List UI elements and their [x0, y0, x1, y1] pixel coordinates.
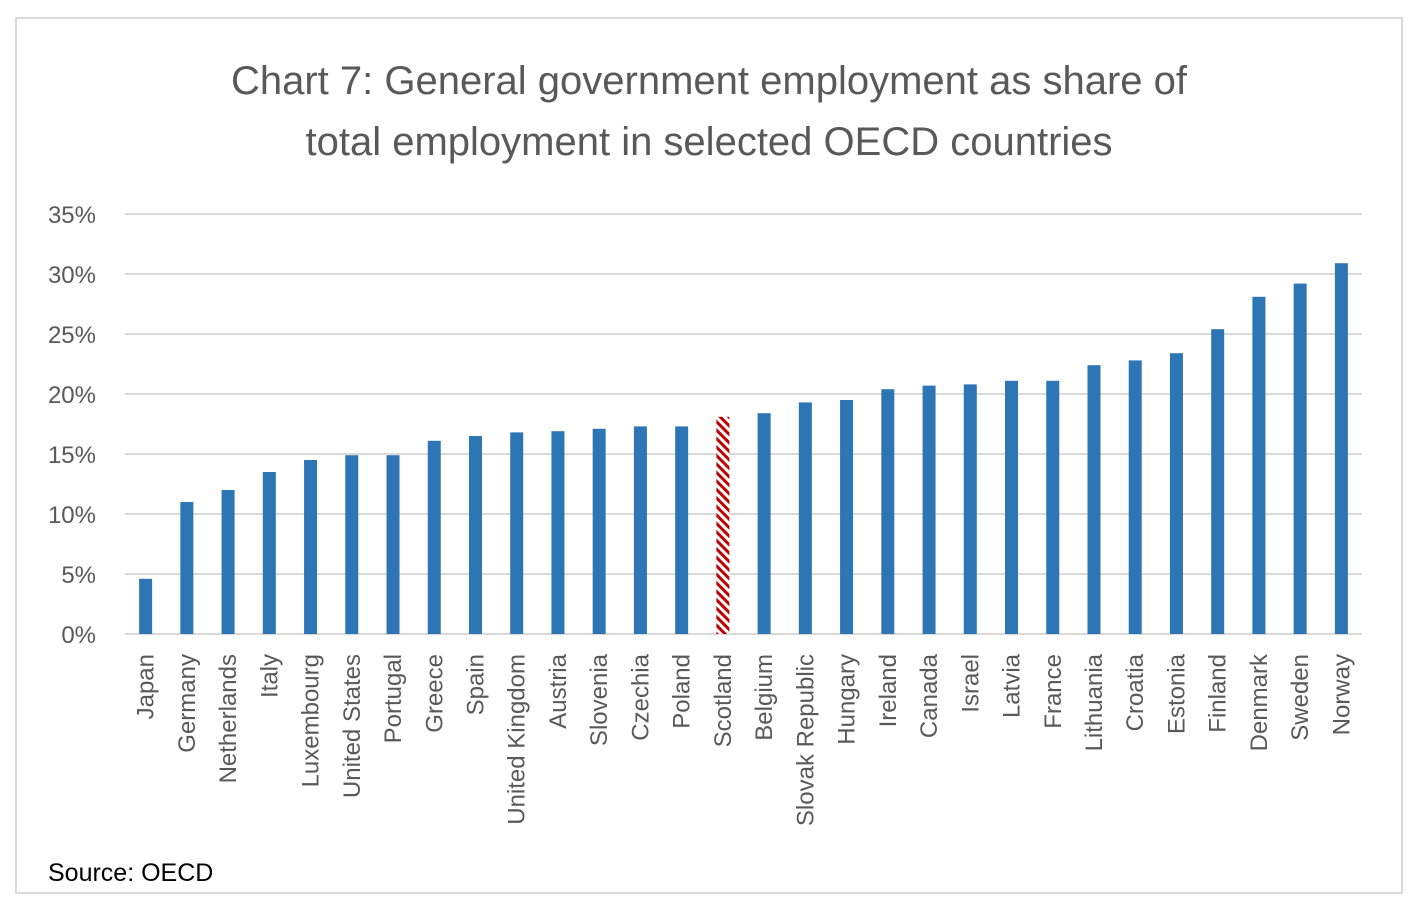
bar-italy: [262, 472, 276, 634]
y-tick-label: 10%: [48, 502, 96, 529]
x-tick-label: Italy: [256, 654, 283, 698]
x-tick-label: United Kingdom: [504, 654, 531, 825]
x-tick-label: Latvia: [999, 653, 1026, 718]
bar-netherlands: [221, 490, 235, 634]
y-tick-label: 15%: [48, 442, 96, 469]
bar-latvia: [1005, 380, 1019, 634]
x-tick-label: Estonia: [1163, 653, 1190, 734]
bar-lithuania: [1087, 365, 1101, 634]
y-tick-label: 35%: [48, 202, 96, 229]
x-tick-label: Belgium: [751, 654, 778, 741]
bar-france: [1046, 380, 1060, 634]
x-tick-label: Poland: [669, 654, 696, 729]
source-note: Source: OECD: [48, 859, 213, 887]
bar-belgium: [757, 413, 771, 634]
x-tick-label: Norway: [1328, 654, 1355, 735]
chart-title-line-2: total employment in selected OECD countr…: [305, 120, 1112, 164]
bar-norway: [1334, 263, 1348, 634]
x-tick-label: Greece: [421, 654, 448, 733]
x-tick-label: Lithuania: [1081, 653, 1108, 751]
bar-slovak-republic: [798, 402, 812, 634]
bar-spain: [468, 436, 482, 634]
bar-scotland: [716, 416, 730, 634]
chart-title-line-1: Chart 7: General government employment a…: [231, 59, 1188, 103]
y-tick-label: 5%: [61, 562, 96, 589]
x-tick-label: Denmark: [1246, 653, 1273, 751]
bar-croatia: [1128, 360, 1142, 634]
x-tick-label: United States: [339, 654, 366, 798]
y-tick-label: 25%: [48, 322, 96, 349]
bar-united-kingdom: [510, 432, 524, 634]
x-tick-label: Japan: [133, 654, 160, 719]
x-tick-label: Sweden: [1287, 654, 1314, 741]
bar-ireland: [881, 389, 895, 634]
x-tick-label: Israel: [957, 654, 984, 713]
x-tick-label: Czechia: [627, 653, 654, 740]
x-tick-label: Spain: [462, 654, 489, 715]
x-tick-label: Hungary: [834, 654, 861, 745]
y-tick-label: 0%: [61, 622, 96, 649]
x-tick-label: Slovenia: [586, 653, 613, 746]
bar-czechia: [633, 426, 647, 634]
bar-denmark: [1252, 296, 1266, 634]
x-tick-label: Scotland: [710, 654, 737, 747]
x-tick-label: Luxembourg: [298, 654, 325, 787]
bar-greece: [427, 440, 441, 634]
bar-hungary: [840, 400, 854, 634]
x-tick-label: Croatia: [1122, 653, 1149, 731]
bar-poland: [675, 426, 689, 634]
bar-estonia: [1169, 353, 1183, 634]
y-tick-label: 30%: [48, 262, 96, 289]
bar-united-states: [345, 455, 359, 634]
bar-portugal: [386, 455, 400, 634]
x-tick-label: Portugal: [380, 654, 407, 743]
bar-sweden: [1293, 283, 1307, 634]
bar-israel: [963, 384, 977, 634]
x-tick-label: Netherlands: [215, 654, 242, 783]
x-tick-label: Austria: [545, 653, 572, 728]
x-tick-label: Germany: [174, 654, 201, 753]
bar-canada: [922, 385, 936, 634]
bar-finland: [1211, 329, 1225, 634]
y-tick-label: 20%: [48, 382, 96, 409]
x-tick-label: Ireland: [875, 654, 902, 727]
bar-austria: [551, 431, 565, 634]
x-tick-label: France: [1040, 654, 1067, 729]
bar-germany: [180, 502, 194, 634]
bar-slovenia: [592, 428, 606, 634]
bar-japan: [139, 578, 153, 634]
x-tick-label: Canada: [916, 653, 943, 738]
bar-luxembourg: [304, 460, 318, 634]
x-tick-label: Finland: [1205, 654, 1232, 733]
x-tick-label: Slovak Republic: [792, 654, 819, 826]
